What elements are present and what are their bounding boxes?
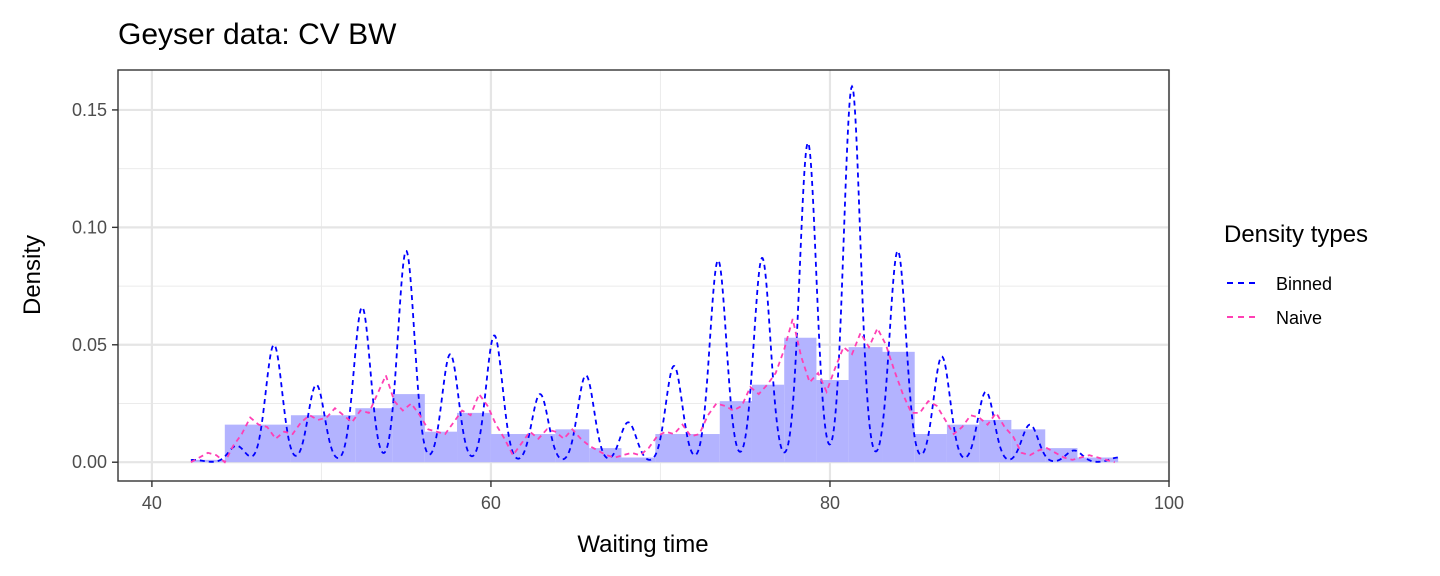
- histogram-bar: [979, 419, 1012, 463]
- density-lines: [190, 84, 1118, 464]
- histogram-bar: [1077, 457, 1119, 463]
- x-tick-label: 40: [142, 493, 162, 513]
- histogram-bar: [719, 401, 752, 463]
- legend-title: Density types: [1224, 221, 1368, 248]
- histogram-bar: [290, 415, 356, 463]
- histogram-bar: [424, 431, 458, 463]
- histogram-bar: [457, 412, 491, 463]
- histogram-bar: [621, 457, 656, 463]
- y-tick-label: 0.10: [72, 217, 107, 237]
- histogram-bar: [190, 459, 225, 463]
- legend: Density types Binned Naive: [1224, 221, 1368, 328]
- histogram-bar: [914, 434, 947, 463]
- x-tick-label: 60: [481, 493, 501, 513]
- histogram-bar: [490, 434, 556, 463]
- plot-panel: [117, 69, 1171, 482]
- series-line-binned: [190, 84, 1118, 463]
- plot-background: [118, 70, 1169, 481]
- histogram-bar: [224, 424, 291, 463]
- plot-border: [117, 69, 1170, 482]
- histogram-bar: [1045, 448, 1078, 463]
- chart-title: Geyser data: CV BW: [118, 18, 397, 51]
- axes: 40 60 80 100 0.00 0.05 0.10 0.15: [72, 100, 1184, 513]
- legend-label-naive: Naive: [1276, 308, 1322, 328]
- y-tick-label: 0.05: [72, 335, 107, 355]
- series-line-naive: [190, 318, 1115, 464]
- y-tick-label: 0.00: [72, 452, 107, 472]
- histogram-bar: [946, 424, 980, 463]
- histogram-bar: [816, 380, 849, 463]
- histogram-bar: [655, 434, 720, 463]
- histogram-bar: [882, 351, 915, 463]
- x-axis-title: Waiting time: [577, 531, 708, 558]
- histogram-bar: [751, 384, 785, 463]
- histogram-bar: [355, 408, 393, 463]
- y-tick-label: 0.15: [72, 100, 107, 120]
- y-axis-title: Density: [19, 235, 46, 315]
- legend-label-binned: Binned: [1276, 274, 1332, 294]
- histogram-bar: [555, 429, 590, 463]
- x-tick-label: 100: [1154, 493, 1184, 513]
- x-tick-label: 80: [820, 493, 840, 513]
